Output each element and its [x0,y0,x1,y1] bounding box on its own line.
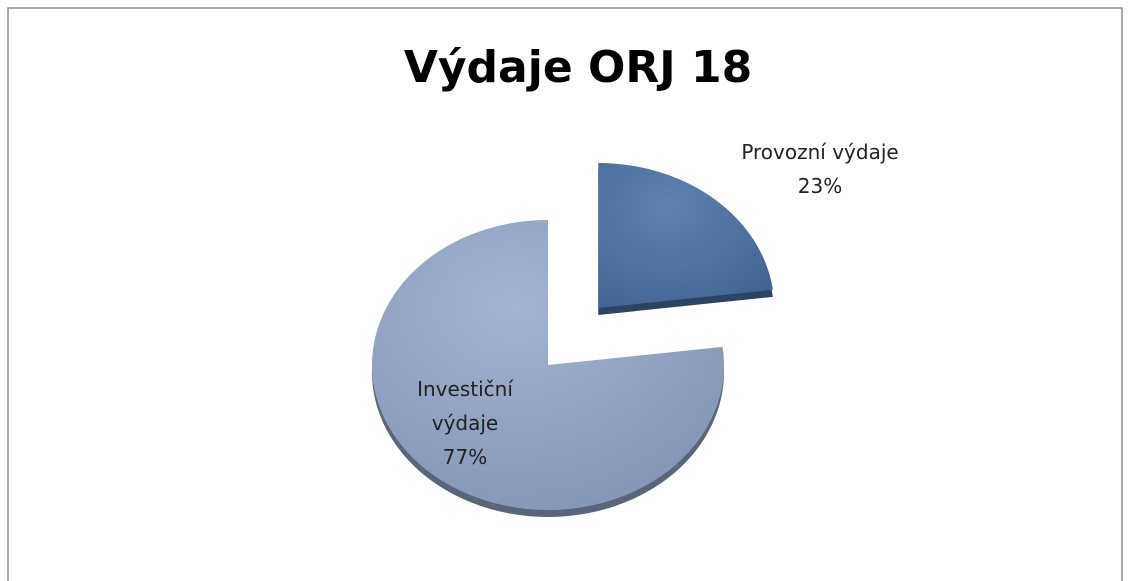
pie [371,162,773,517]
slice-label: Investiční výdaje 77% [395,372,535,474]
slice-shading [371,220,725,510]
slice [598,162,773,315]
value-label: 77% [442,445,488,469]
slice [371,220,725,517]
category-label: Provozní výdaje [741,140,899,164]
category-label: Investiční výdaje [417,377,513,435]
chart-title: Výdaje ORJ 18 [404,42,752,93]
slice-shading [598,162,773,308]
value-label: 23% [797,174,843,198]
frame [7,7,1123,581]
slice-label: Provozní výdaje 23% [690,135,950,203]
